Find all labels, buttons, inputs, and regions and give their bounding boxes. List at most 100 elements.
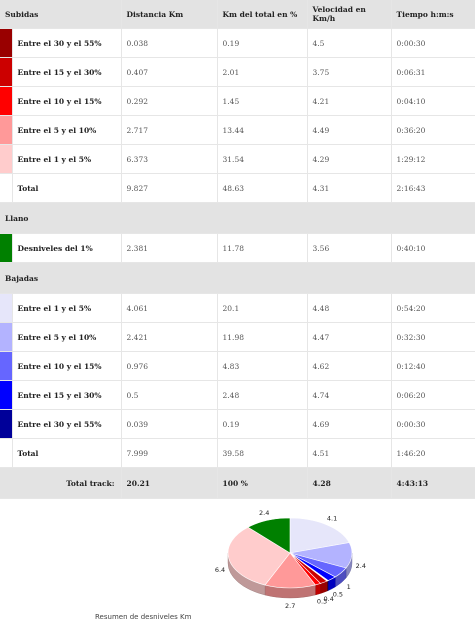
table-row: Desniveles del 1% 2.381 11.78 3.56 0:40:10 xyxy=(0,233,475,263)
header-distancia: Distancia Km xyxy=(121,0,218,29)
pie-slice-label: 2.4 xyxy=(356,562,366,570)
row-color-swatch xyxy=(0,28,13,58)
row-label: Desniveles del 1% xyxy=(12,233,122,263)
table-row: Entre el 15 y el 30% 0.407 2.01 3.75 0:06:31 xyxy=(0,57,475,87)
row-velocidad: 4.62 xyxy=(307,351,392,381)
desniveles-pie-chart: 4.1 2.4 1 0.50.40.3 2.7 6.4 2.4 xyxy=(215,509,366,610)
track-total-dist: 20.21 xyxy=(121,467,218,499)
bajadas-section-row: Bajadas xyxy=(0,262,475,294)
row-tiempo: 0:06:31 xyxy=(391,57,475,87)
row-pct: 0.19 xyxy=(217,28,308,58)
row-label: Entre el 10 y el 15% xyxy=(12,86,122,116)
row-color-swatch xyxy=(0,233,13,263)
color-swatch xyxy=(0,323,12,351)
row-velocidad: 4.74 xyxy=(307,380,392,410)
row-velocidad: 4.49 xyxy=(307,115,392,145)
row-tiempo: 0:00:30 xyxy=(391,409,475,439)
track-total-label: Total track: xyxy=(0,467,122,499)
row-distancia: 2.421 xyxy=(121,322,218,352)
pie-slice-label: 2.4 xyxy=(259,509,269,517)
subidas-total-dist: 9.827 xyxy=(121,173,218,203)
row-distancia: 0.5 xyxy=(121,380,218,410)
row-label: Entre el 15 y el 30% xyxy=(12,57,122,87)
pie-slice-label: 4.1 xyxy=(327,514,337,522)
table-row: Entre el 30 y el 55% 0.039 0.19 4.69 0:00:30 xyxy=(0,409,475,439)
row-pct: 0.19 xyxy=(217,409,308,439)
row-color-swatch xyxy=(0,322,13,352)
pie-slice-label: 0.3 xyxy=(317,597,327,605)
color-swatch xyxy=(0,116,12,144)
row-distancia: 6.373 xyxy=(121,144,218,174)
row-swatch xyxy=(0,438,13,468)
row-tiempo: 0:32:30 xyxy=(391,322,475,352)
header-velocidad: Velocidad en Km/h xyxy=(307,0,392,29)
subidas-total-vel: 4.31 xyxy=(307,173,392,203)
row-color-swatch xyxy=(0,57,13,87)
llano-section-title: Llano xyxy=(0,202,475,234)
header-subidas: Subidas xyxy=(0,0,122,29)
bajadas-section-title: Bajadas xyxy=(0,262,475,294)
pie-slice-label: 2.7 xyxy=(285,602,295,610)
row-label: Entre el 5 y el 10% xyxy=(12,115,122,145)
row-color-swatch xyxy=(0,144,13,174)
row-distancia: 2.717 xyxy=(121,115,218,145)
row-label: Entre el 1 y el 5% xyxy=(12,144,122,174)
table-row: Entre el 5 y el 10% 2.717 13.44 4.49 0:36:20 xyxy=(0,115,475,145)
color-swatch xyxy=(0,234,12,262)
table-row: Entre el 15 y el 30% 0.5 2.48 4.74 0:06:20 xyxy=(0,380,475,410)
row-pct: 20.1 xyxy=(217,293,308,323)
row-distancia: 0.292 xyxy=(121,86,218,116)
desniveles-table: Subidas Distancia Km Km del total en % V… xyxy=(0,0,475,499)
table-row: Entre el 5 y el 10% 2.421 11.98 4.47 0:32:30 xyxy=(0,322,475,352)
pie-slice xyxy=(247,517,291,554)
color-swatch xyxy=(0,410,12,438)
row-tiempo: 0:04:10 xyxy=(391,86,475,116)
row-tiempo: 0:06:20 xyxy=(391,380,475,410)
table-row: Entre el 30 y el 55% 0.038 0.19 4.5 0:00:30 xyxy=(0,28,475,58)
row-color-swatch xyxy=(0,293,13,323)
subidas-total-time: 2:16:43 xyxy=(391,173,475,203)
chart-caption: Resumen de desniveles Km xyxy=(95,613,192,621)
color-swatch xyxy=(0,58,12,86)
pie-slice xyxy=(227,526,291,586)
row-velocidad: 4.5 xyxy=(307,28,392,58)
color-swatch xyxy=(0,145,12,173)
bajadas-total-time: 1:46:20 xyxy=(391,438,475,468)
bajadas-total-label: Total xyxy=(12,438,122,468)
row-pct: 4.83 xyxy=(217,351,308,381)
pie-slice xyxy=(289,517,350,554)
row-color-swatch xyxy=(0,380,13,410)
track-total-pct: 100 % xyxy=(217,467,308,499)
row-pct: 11.78 xyxy=(217,233,308,263)
color-swatch xyxy=(0,352,12,380)
color-swatch xyxy=(0,87,12,115)
pie-slice-label: 0.4 xyxy=(324,595,334,603)
row-tiempo: 0:36:20 xyxy=(391,115,475,145)
row-tiempo: 0:54:20 xyxy=(391,293,475,323)
track-total-vel: 4.28 xyxy=(307,467,392,499)
pie-slice-label: 0.5 xyxy=(333,591,343,599)
row-distancia: 0.038 xyxy=(121,28,218,58)
color-swatch xyxy=(0,381,12,409)
color-swatch xyxy=(0,29,12,57)
row-color-swatch xyxy=(0,86,13,116)
row-velocidad: 4.69 xyxy=(307,409,392,439)
row-pct: 31.54 xyxy=(217,144,308,174)
bajadas-total-row: Total 7.999 39.58 4.51 1:46:20 xyxy=(0,438,475,468)
row-pct: 1.45 xyxy=(217,86,308,116)
row-velocidad: 4.29 xyxy=(307,144,392,174)
row-velocidad: 3.56 xyxy=(307,233,392,263)
subidas-total-row: Total 9.827 48.63 4.31 2:16:43 xyxy=(0,173,475,203)
pie-slice-label: 6.4 xyxy=(215,566,225,574)
row-color-swatch xyxy=(0,115,13,145)
color-swatch xyxy=(0,294,12,322)
row-velocidad: 4.48 xyxy=(307,293,392,323)
pie-slice-label: 1 xyxy=(347,583,351,591)
row-distancia: 2.381 xyxy=(121,233,218,263)
row-velocidad: 3.75 xyxy=(307,57,392,87)
track-total-time: 4:43:13 xyxy=(391,467,475,499)
row-color-swatch xyxy=(0,409,13,439)
row-pct: 11.98 xyxy=(217,322,308,352)
row-color-swatch xyxy=(0,351,13,381)
row-velocidad: 4.21 xyxy=(307,86,392,116)
